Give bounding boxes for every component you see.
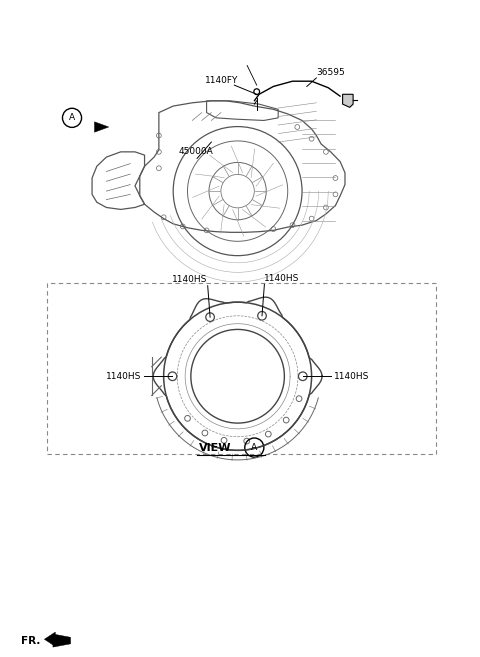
Text: 1140FY: 1140FY xyxy=(205,76,239,85)
Text: VIEW: VIEW xyxy=(199,443,232,453)
Text: 1140HS: 1140HS xyxy=(334,372,369,381)
Text: A: A xyxy=(69,114,75,122)
Text: 45000A: 45000A xyxy=(179,147,214,156)
Polygon shape xyxy=(53,634,71,647)
Polygon shape xyxy=(44,632,55,646)
Text: FR.: FR. xyxy=(22,636,41,646)
Text: 36595: 36595 xyxy=(316,68,345,77)
Bar xyxy=(47,283,436,454)
Text: 1140HS: 1140HS xyxy=(264,274,300,283)
Polygon shape xyxy=(343,95,353,107)
Polygon shape xyxy=(95,122,109,132)
Text: 1140HS: 1140HS xyxy=(106,372,142,381)
Text: 1140HS: 1140HS xyxy=(172,275,208,284)
Text: A: A xyxy=(251,443,257,452)
